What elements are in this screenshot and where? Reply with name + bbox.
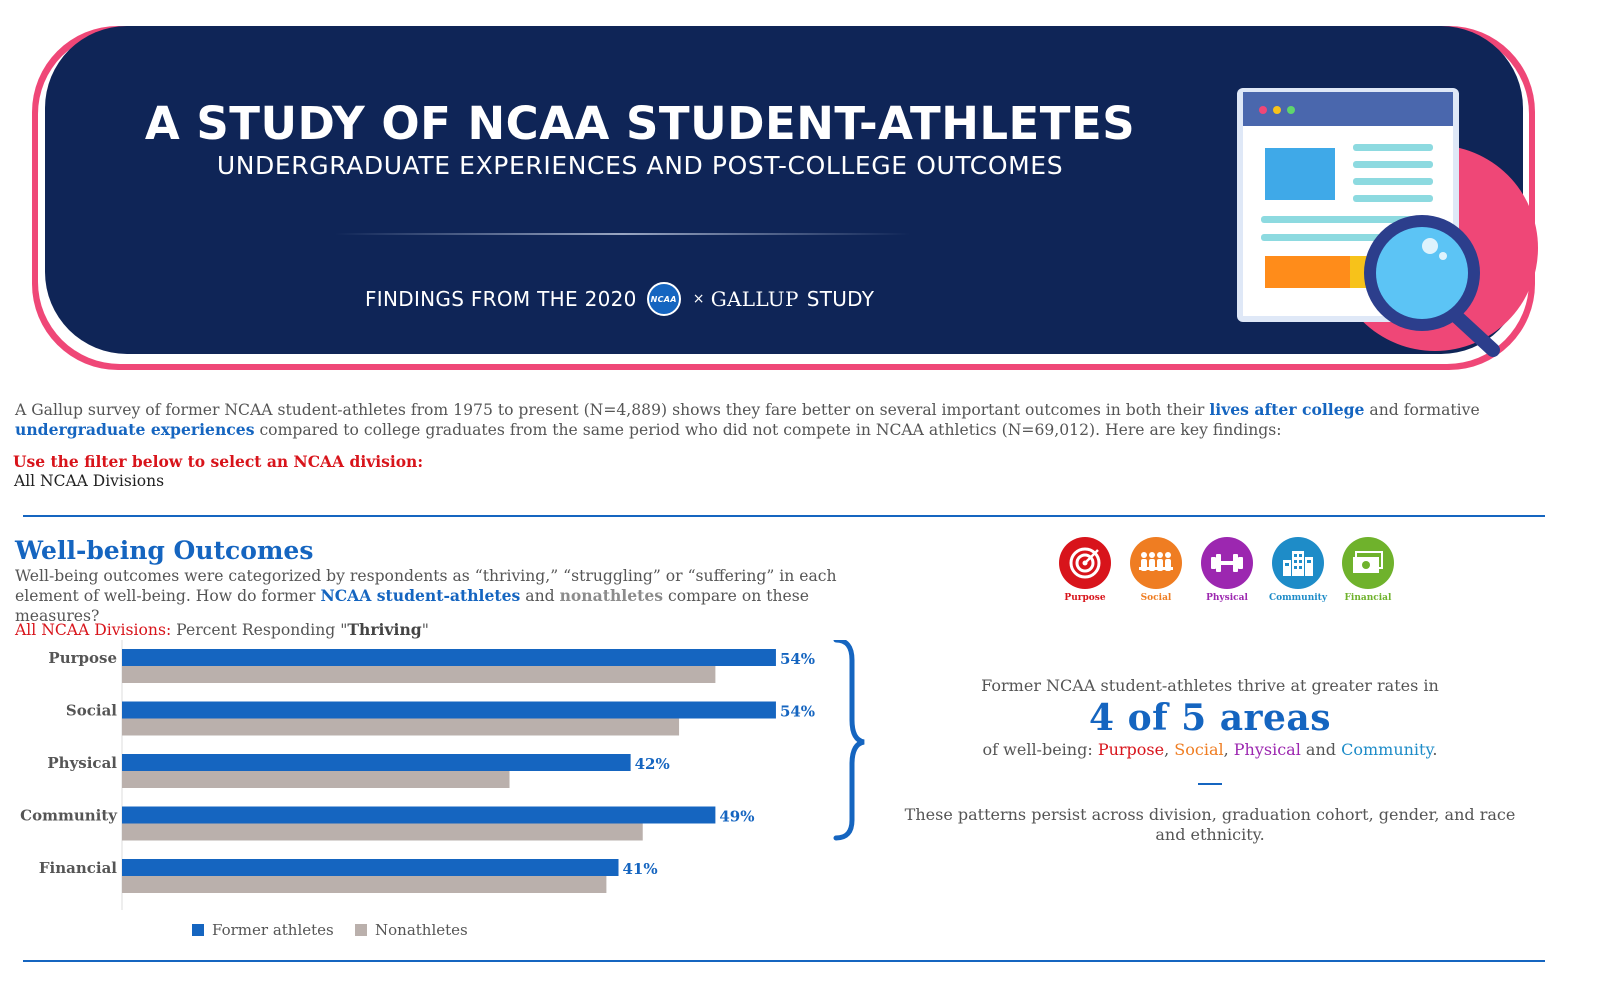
summary-persist: These patterns persist across division, …	[904, 805, 1516, 844]
chart-bracket-icon	[833, 640, 865, 841]
summary-areas-text: .	[1432, 740, 1438, 759]
data-label-athletes: 54%	[780, 650, 815, 668]
summary-highlight: 4 of 5 areas	[1089, 697, 1331, 739]
summary-area-purpose: Purpose	[1097, 740, 1165, 759]
intro-text: compared to college graduates from the s…	[254, 421, 1282, 439]
physical-icon-group: Physical	[1192, 537, 1262, 603]
legend-item-athletes: Former athletes	[192, 921, 334, 939]
description-highlight-nonathletes: nonathletes	[559, 586, 664, 605]
intro-highlight-undergraduate-experiences: undergraduate experiences	[15, 420, 255, 439]
summary-areas: of well-being: Purpose, Social, Physical…	[880, 740, 1540, 759]
intro-paragraph: A Gallup survey of former NCAA student-a…	[15, 400, 1575, 440]
thriving-bar-chart: Purpose 54% Social 54% Physical 42% Community 4…	[20, 640, 865, 910]
section-divider	[23, 515, 1545, 517]
chart-title-text: Percent Responding "	[171, 621, 348, 639]
description-text: compare on these measures?	[15, 587, 809, 625]
bar-athletes-purpose	[122, 649, 776, 666]
legend-item-nonathletes: Nonathletes	[355, 921, 468, 939]
bar-nonathletes-financial	[122, 876, 607, 893]
section-title: Well-being Outcomes	[15, 536, 314, 565]
chart-title-thriving: Thriving	[347, 620, 422, 639]
community-icon-label: Community	[1268, 593, 1328, 603]
description-text: and	[520, 587, 560, 605]
summary-lead: Former NCAA student-athletes thrive at g…	[981, 676, 1439, 695]
summary-area-community: Community	[1341, 740, 1433, 759]
social-icon-group: Social	[1121, 537, 1191, 603]
section-description: Well-being outcomes were categorized by …	[15, 566, 895, 626]
category-label: Physical	[47, 754, 117, 772]
data-label-athletes: 42%	[635, 755, 670, 773]
bar-athletes-financial	[122, 859, 619, 876]
intro-text: and formative	[1364, 401, 1480, 419]
summary-area-physical: Physical	[1233, 740, 1301, 759]
financial-icon-label: Financial	[1344, 593, 1392, 603]
financial-icon-group: Financial	[1333, 537, 1403, 603]
financial-icon	[1342, 537, 1394, 589]
category-label: Social	[66, 702, 117, 720]
intro-highlight-lives-after-college: lives after college	[1209, 400, 1365, 419]
community-icon-group: Community	[1263, 537, 1333, 603]
description-text: Well-being outcomes were categorized by …	[15, 567, 837, 605]
findings-suffix: STUDY	[806, 287, 875, 311]
report-magnifier-illustration-icon	[1237, 88, 1538, 357]
findings-x: ×	[692, 291, 705, 307]
category-label: Purpose	[48, 649, 117, 667]
bar-athletes-physical	[122, 754, 631, 771]
summary-area-social: Social	[1174, 740, 1224, 759]
bar-nonathletes-community	[122, 823, 643, 841]
community-icon	[1272, 537, 1324, 589]
purpose-icon	[1059, 537, 1111, 589]
bottom-divider	[23, 960, 1545, 962]
legend-swatch-athletes	[192, 924, 204, 936]
filter-prompt: Use the filter below to select an NCAA d…	[13, 452, 424, 471]
legend-label-nonathletes: Nonathletes	[375, 921, 468, 939]
purpose-icon-group: Purpose	[1050, 537, 1120, 603]
gallup-logo: GALLUP	[710, 287, 799, 311]
summary-areas-text: ,	[1164, 740, 1175, 759]
bar-nonathletes-physical	[122, 771, 510, 788]
description-highlight-athletes: NCAA student-athletes	[320, 586, 521, 605]
data-label-athletes: 54%	[780, 703, 815, 721]
findings-prefix: FINDINGS FROM THE 2020	[365, 287, 637, 311]
category-label: Community	[20, 807, 118, 825]
summary-areas-text: and	[1300, 740, 1342, 759]
banner-divider	[335, 233, 910, 235]
banner-title: A STUDY OF NCAA STUDENT-ATHLETES	[144, 97, 1136, 150]
social-icon-label: Social	[1140, 593, 1172, 603]
summary-areas-text: of well-being:	[982, 740, 1098, 759]
intro-text: A Gallup survey of former NCAA student-a…	[15, 401, 1210, 419]
chart-title-division: All NCAA Divisions:	[15, 621, 172, 639]
data-label-athletes: 41%	[623, 860, 658, 878]
ncaa-logo-icon: NCAA	[646, 282, 681, 316]
data-label-athletes: 49%	[719, 808, 754, 826]
banner-findings: FINDINGS FROM THE 2020 NCAA × GALLUP STU…	[365, 282, 875, 316]
purpose-icon-label: Purpose	[1064, 593, 1106, 603]
banner-subtitle: UNDERGRADUATE EXPERIENCES AND POST-COLLE…	[216, 151, 1064, 180]
physical-icon-label: Physical	[1206, 593, 1248, 603]
header-banner: A STUDY OF NCAA STUDENT-ATHLETES UNDERGR…	[0, 0, 1600, 400]
chart-title: All NCAA Divisions: Percent Responding "…	[15, 620, 429, 639]
legend-label-athletes: Former athletes	[212, 921, 334, 939]
category-label: Financial	[39, 859, 117, 877]
division-filter[interactable]: All NCAA Divisions	[14, 472, 165, 490]
physical-icon	[1201, 537, 1253, 589]
bar-nonathletes-social	[122, 718, 680, 736]
legend-swatch-nonathletes	[355, 924, 367, 936]
social-icon	[1130, 537, 1182, 589]
bar-athletes-community	[122, 806, 716, 824]
bar-athletes-social	[122, 701, 776, 719]
summary-areas-text: ,	[1223, 740, 1234, 759]
bar-nonathletes-purpose	[122, 666, 716, 683]
summary-divider	[1198, 783, 1222, 785]
chart-title-text: "	[421, 621, 429, 639]
